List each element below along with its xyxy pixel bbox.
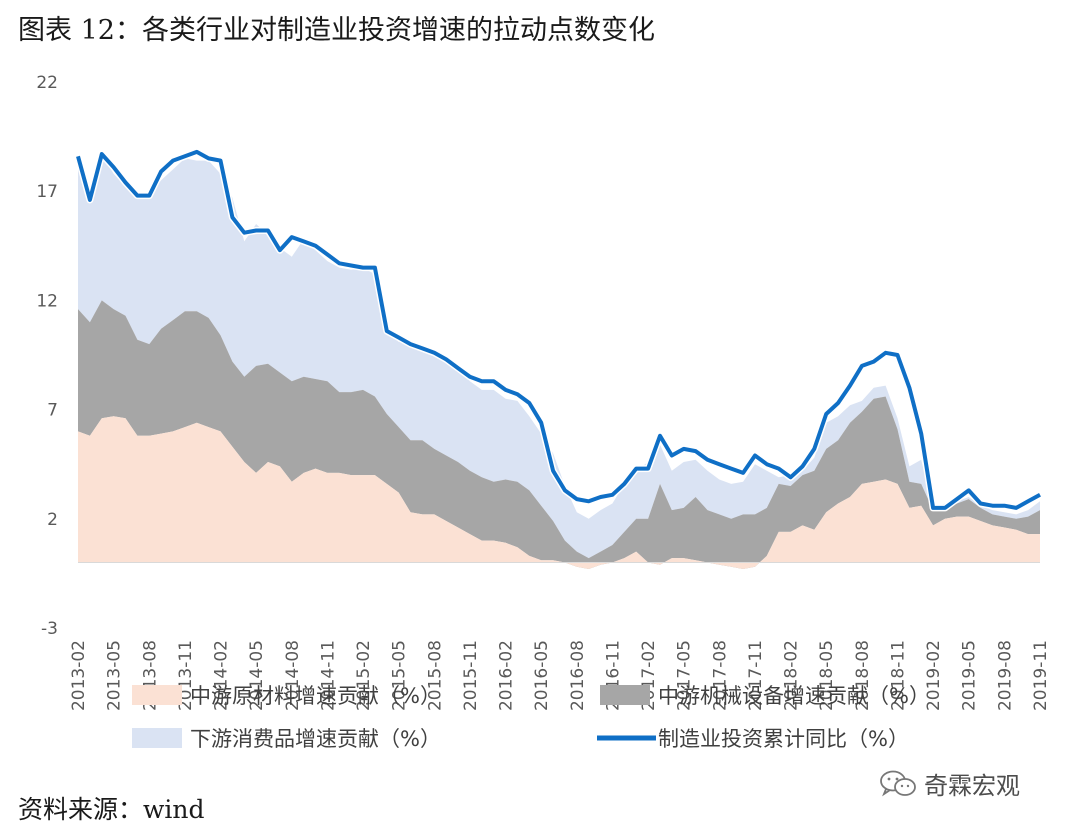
x-tick-label: 2014-08 xyxy=(283,640,303,711)
legend-swatch xyxy=(132,728,182,748)
y-tick-label: 17 xyxy=(36,182,58,202)
x-tick-label: 2015-08 xyxy=(425,640,445,711)
y-tick-label: 12 xyxy=(36,291,58,311)
legend-label: 中游原材料增速贡献（%） xyxy=(190,684,441,708)
x-tick-label: 2019-08 xyxy=(995,640,1015,711)
x-tick-label: 2017-05 xyxy=(675,640,695,711)
chart-title: 图表 12：各类行业对制造业投资增速的拉动点数变化 xyxy=(18,15,655,46)
area-raw-materials xyxy=(78,416,1040,569)
x-tick-label: 2017-11 xyxy=(746,640,766,711)
x-tick-label: 2019-05 xyxy=(960,640,980,711)
x-tick-label: 2018-05 xyxy=(817,640,837,711)
y-tick-label: 2 xyxy=(47,510,58,530)
x-tick-label: 2019-02 xyxy=(924,640,944,711)
y-tick-label: 7 xyxy=(47,401,58,421)
y-tick-label: -3 xyxy=(41,619,58,639)
legend-label: 中游机械设备增速贡献（%） xyxy=(658,684,930,708)
x-tick-label: 2018-11 xyxy=(888,640,908,711)
legend-swatch xyxy=(132,685,182,705)
x-tick-label: 2019-11 xyxy=(1031,640,1051,711)
x-tick-label: 2014-05 xyxy=(247,640,267,711)
x-tick-label: 2014-11 xyxy=(318,640,338,711)
y-tick-label: 22 xyxy=(36,73,58,93)
brand-watermark: 奇霖宏观 xyxy=(878,766,1020,801)
x-tick-label: 2015-02 xyxy=(354,640,374,711)
x-tick-label: 2016-08 xyxy=(568,640,588,711)
x-tick-label: 2016-02 xyxy=(497,640,517,711)
x-tick-label: 2016-05 xyxy=(532,640,552,711)
brand-name: 奇霖宏观 xyxy=(924,772,1020,800)
area-consumer-goods xyxy=(78,154,1040,559)
legend-swatch xyxy=(600,685,650,705)
x-tick-label: 2018-02 xyxy=(782,640,802,711)
x-tick-label: 2017-08 xyxy=(710,640,730,711)
x-tick-label: 2013-02 xyxy=(69,640,89,711)
x-tick-label: 2014-02 xyxy=(212,640,232,711)
legend-label: 制造业投资累计同比（%） xyxy=(658,727,909,751)
area-machinery xyxy=(78,300,1040,569)
x-tick-label: 2015-05 xyxy=(390,640,410,711)
line-investment xyxy=(76,149,1041,510)
wechat-icon xyxy=(880,770,916,796)
source-note: 资料来源：wind xyxy=(18,795,205,824)
x-tick-label: 2018-08 xyxy=(853,640,873,711)
x-tick-label: 2015-11 xyxy=(461,640,481,711)
legend-label: 下游消费品增速贡献（%） xyxy=(190,727,441,751)
x-tick-label: 2013-05 xyxy=(105,640,125,711)
